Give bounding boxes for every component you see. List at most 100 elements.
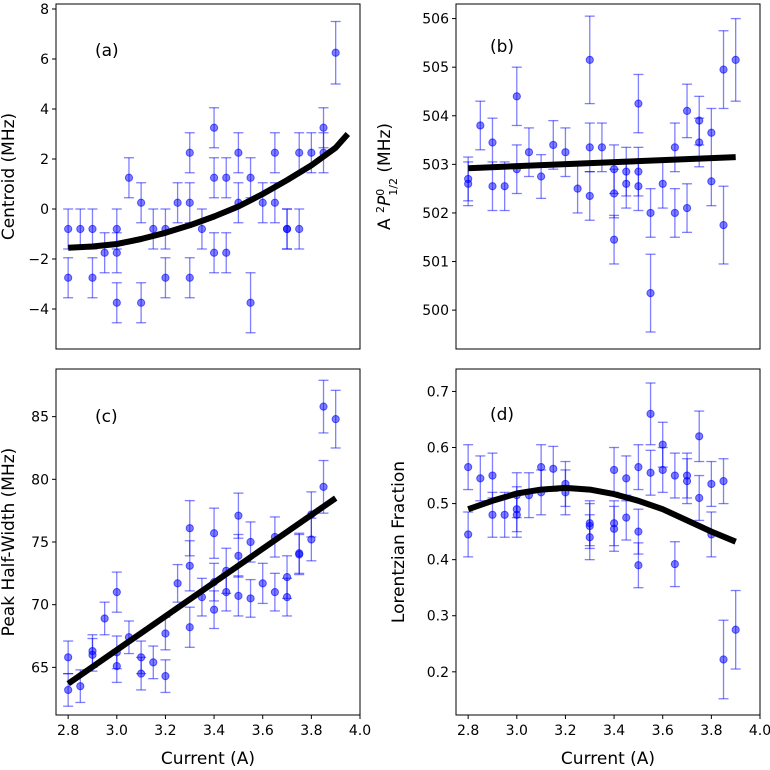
panel-d-marker-2 bbox=[476, 474, 485, 483]
panel-b-marker-36 bbox=[719, 65, 728, 74]
panel-c-point-1 bbox=[63, 672, 74, 707]
panel-a-point-21 bbox=[209, 157, 220, 199]
panel-b-ytick-label-2: 502 bbox=[422, 206, 449, 222]
panel-c-xtick-label-2: 3.2 bbox=[154, 723, 176, 739]
panel-d-point-0 bbox=[463, 444, 474, 491]
panel-a-point-10 bbox=[136, 182, 147, 224]
panel-b-label: (b) bbox=[490, 37, 514, 57]
panel-b-ylabel-base: P bbox=[375, 195, 395, 206]
panel-a-ytick-label-0: −4 bbox=[28, 302, 49, 318]
panel-d-marker-18 bbox=[609, 465, 619, 475]
panel-c-point-41 bbox=[330, 389, 341, 449]
panel-a-marker-3 bbox=[88, 224, 97, 234]
panel-b-marker-19 bbox=[609, 235, 619, 244]
panel-a-point-27 bbox=[245, 157, 256, 199]
panel-c-ticks: 65 70 75 80 85 2.8 3.0 3.2 3.4 3.6 3.8 4.0 bbox=[31, 410, 371, 739]
panel-d-marker-5 bbox=[500, 510, 509, 519]
panel-b-point-6 bbox=[511, 66, 522, 127]
panel-a-marker-29 bbox=[258, 198, 267, 207]
panel-c-point-27 bbox=[233, 575, 244, 617]
panel-d: 0.20.30.40.50.60.72.8 3.0 3.2 3.4 3.6 3.8 4.0 … bbox=[389, 368, 770, 769]
panel-b-point-25 bbox=[645, 187, 656, 238]
panel-d-xtick-label-0: 2.8 bbox=[457, 723, 479, 739]
panel-a-fit-line bbox=[68, 132, 351, 251]
panel-d-marker-3 bbox=[488, 471, 497, 480]
panel-c-marker-14 bbox=[161, 672, 170, 681]
panel-a-y-axis-label: Centroid (MHz) bbox=[0, 113, 19, 240]
panel-d-marker-30 bbox=[670, 471, 679, 480]
panel-c-point-6 bbox=[111, 571, 122, 613]
panel-c-marker-34 bbox=[282, 593, 292, 602]
panel-b-ylabel-prefix: A bbox=[375, 213, 395, 230]
panel-a-marker-31 bbox=[270, 198, 279, 207]
panel-a-ytick-label-5: 6 bbox=[40, 52, 49, 68]
panel-a-marker-0 bbox=[64, 224, 73, 234]
panel-c-marker-12 bbox=[149, 658, 158, 667]
panel-b-y-axis-label: A 2P01/2 (MHz) bbox=[374, 123, 400, 230]
panel-a-marker-11 bbox=[137, 298, 146, 307]
panel-c-marker-25 bbox=[234, 511, 243, 520]
panel-b-plot bbox=[463, 15, 741, 333]
panel-a-point-24 bbox=[221, 232, 232, 274]
panel-a-marker-36 bbox=[307, 148, 316, 157]
panel-c-xtick-label-6: 4.0 bbox=[349, 723, 371, 739]
panel-a-ytick-label-1: −2 bbox=[28, 252, 49, 268]
panel-a-marker-34 bbox=[295, 148, 304, 157]
panel-d-label: (d) bbox=[490, 405, 514, 425]
panel-c-ytick-label-4: 85 bbox=[31, 410, 49, 426]
panel-c-xtick-label-1: 3.0 bbox=[106, 723, 128, 739]
panel-a-marker-8 bbox=[112, 298, 121, 307]
panel-b-point-8 bbox=[523, 127, 534, 178]
panel-a-marker-22 bbox=[209, 248, 219, 257]
panel-a-label: (a) bbox=[95, 41, 119, 61]
panel-d-point-23 bbox=[633, 444, 644, 491]
panel-b-marker-21 bbox=[622, 179, 631, 188]
panel-d-point-34 bbox=[694, 410, 705, 463]
panel-a-point-4 bbox=[87, 257, 98, 299]
panel-a: −4 −2 0 2 4 6 8 (a) Centroid (MHz) bbox=[0, 2, 361, 350]
panel-a-point-29 bbox=[257, 182, 268, 224]
panel-a-point-8 bbox=[111, 282, 122, 324]
panel-c-marker-6 bbox=[112, 588, 121, 597]
panel-d-marker-34 bbox=[695, 432, 704, 441]
panel-b-marker-5 bbox=[500, 182, 509, 191]
panel-b-marker-8 bbox=[524, 148, 534, 157]
panel-d-xtick-label-4: 3.6 bbox=[652, 723, 674, 739]
panel-c-fit-line bbox=[66, 495, 338, 687]
panel-a-marker-7 bbox=[112, 248, 121, 257]
panel-d-point-1 bbox=[463, 511, 474, 558]
panel-a-ytick-label-6: 8 bbox=[40, 2, 49, 18]
panel-d-marker-38 bbox=[719, 477, 728, 486]
panel-b-marker-31 bbox=[682, 203, 692, 213]
panel-b-marker-3 bbox=[488, 138, 497, 147]
panel-c-marker-1 bbox=[64, 685, 73, 695]
panel-b-marker-18 bbox=[609, 189, 619, 198]
panel-a-point-12 bbox=[148, 208, 159, 250]
panel-c-label: (c) bbox=[95, 407, 118, 427]
panel-b-ytick-label-3: 503 bbox=[422, 157, 449, 173]
panel-d-point-36 bbox=[706, 460, 717, 508]
panel-a-point-23 bbox=[221, 157, 232, 199]
panel-b-point-1 bbox=[463, 161, 474, 207]
panel-b-point-24 bbox=[633, 161, 644, 212]
panel-d-xtick-label-1: 3.0 bbox=[506, 723, 528, 739]
panel-a-point-7 bbox=[111, 232, 122, 274]
panel-c-xtick-label-0: 2.8 bbox=[57, 723, 79, 739]
panel-c-marker-26 bbox=[234, 551, 243, 560]
panel-b-point-13 bbox=[584, 15, 595, 105]
panel-b-marker-9 bbox=[537, 172, 546, 181]
panel-a-point-1 bbox=[63, 257, 74, 299]
panel-a-point-5 bbox=[99, 232, 110, 274]
panel-d-point-20 bbox=[609, 505, 620, 552]
panel-b-ytick-label-1: 501 bbox=[422, 255, 449, 271]
panel-b-marker-34 bbox=[707, 128, 716, 137]
panel-b-marker-11 bbox=[561, 148, 570, 157]
panel-a-marker-12 bbox=[149, 224, 158, 234]
panel-d-point-27 bbox=[645, 449, 656, 496]
panel-d-marker-26 bbox=[646, 409, 655, 418]
panel-a-ytick-label-2: 0 bbox=[40, 202, 49, 218]
panel-b-point-9 bbox=[536, 153, 547, 200]
panel-c-marker-28 bbox=[246, 537, 255, 547]
panel-d-point-31 bbox=[669, 541, 680, 588]
panel-b-point-5 bbox=[499, 161, 510, 212]
